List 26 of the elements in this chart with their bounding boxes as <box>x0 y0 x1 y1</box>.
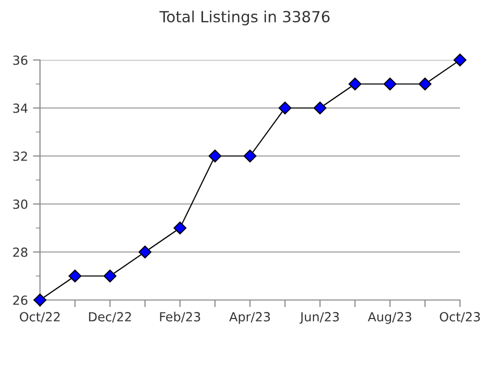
point <box>348 78 362 90</box>
x-tick-label: Apr/23 <box>229 312 270 324</box>
point <box>244 150 256 162</box>
y-tick-label: 32 <box>13 151 27 161</box>
y-tick-label: 30 <box>13 199 28 209</box>
y-tick-label: 28 <box>13 247 28 257</box>
point <box>104 270 116 282</box>
chart-title: Total Listings in 33876 <box>159 10 330 26</box>
point <box>278 102 292 114</box>
point <box>68 270 82 282</box>
point <box>174 222 186 234</box>
point <box>314 102 326 114</box>
x-tick-label: Oct/23 <box>440 312 480 322</box>
point <box>418 78 432 90</box>
point <box>208 150 222 162</box>
y-tick-label: 34 <box>13 103 28 113</box>
y-tick-label: 26 <box>13 295 28 305</box>
point <box>454 54 466 66</box>
point <box>384 78 396 90</box>
x-tick-label: Oct/22 <box>20 312 60 322</box>
x-tick-label: Aug/23 <box>368 312 412 324</box>
y-tick-label: 36 <box>13 55 28 65</box>
x-tick-label: Jun/23 <box>300 312 339 324</box>
x-tick-label: Feb/23 <box>160 312 200 322</box>
point <box>138 246 152 258</box>
x-tick-label: Dec/22 <box>89 312 131 322</box>
